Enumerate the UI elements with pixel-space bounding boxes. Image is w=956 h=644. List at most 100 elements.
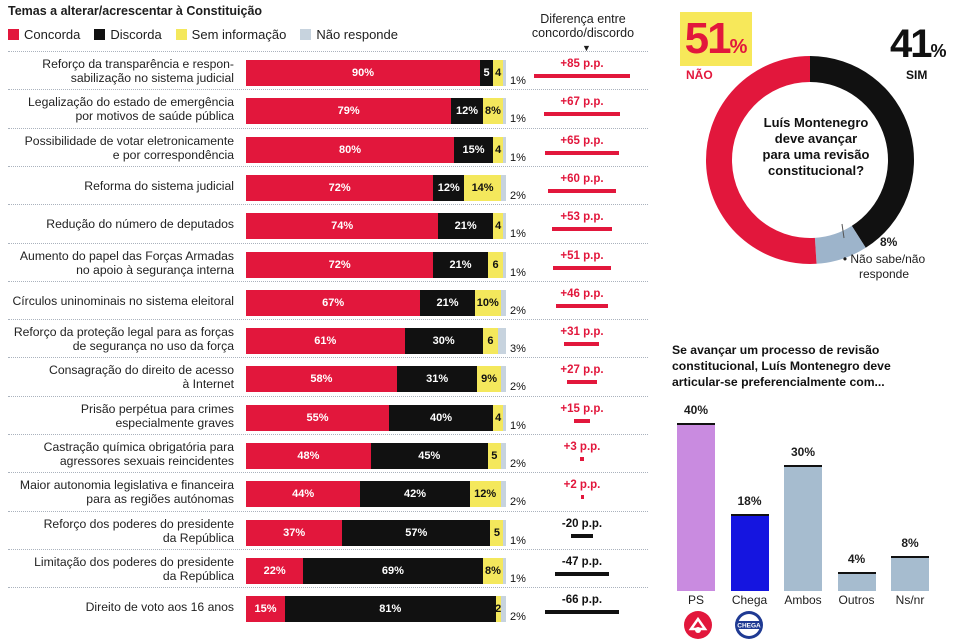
- sim-percentage: 41%: [890, 22, 947, 67]
- bar-segment-nao_responde: [503, 136, 506, 163]
- row-label-line: Círculos uninominais no sistema eleitora…: [12, 293, 234, 308]
- row-label-line: Maior autonomia legislativa e financeira: [19, 478, 234, 493]
- bar-segment-sem_info: 8%: [482, 98, 504, 125]
- row-label-line: especialmente graves: [115, 415, 234, 430]
- bar-segment-sem_info: 4: [493, 60, 504, 86]
- row-label-line: para as regiões autónomas: [86, 492, 234, 507]
- row-label-text: Consagração do direito de acesso à Intern…: [49, 363, 234, 391]
- bar-segment-sem_info: 5: [487, 443, 501, 469]
- bar-value-nao_responde: 1%: [510, 151, 526, 164]
- bar-segment-sem_info: 8%: [482, 557, 504, 584]
- bar-value-nao_responde: 2%: [510, 304, 526, 317]
- sim-label: SIM: [906, 68, 928, 82]
- row-label-line: Reforço dos poderes do presidente: [43, 516, 234, 531]
- nao-sabe-label-line-1: • Não sabe/não: [842, 252, 926, 266]
- sim-value: 41: [890, 22, 932, 66]
- vbar-value-ambos: 30%: [790, 444, 816, 459]
- ps-logo-icon: [684, 611, 712, 639]
- bar-segment-nao_responde: [498, 328, 506, 355]
- sim-pct-sign: %: [930, 41, 947, 61]
- chega-logo-icon: CHEGA: [735, 611, 763, 639]
- diff-bar: [566, 380, 598, 385]
- table-row: Consagração do direito de acesso à Intern…: [8, 357, 648, 396]
- bar-segment-discorda: 40%: [389, 404, 493, 431]
- table-row: Prisão perpétua para crimes especialmente…: [8, 395, 648, 435]
- row-label-line: por motivos de saúde pública: [75, 109, 234, 124]
- vbar-category-chega: Chega: [731, 593, 768, 607]
- table-row: Redução do número de deputados 74% 21% 4 1% +…: [8, 204, 648, 243]
- table-row: Castração química obrigatória para agress…: [8, 434, 648, 473]
- bar-segment-discorda: 30%: [404, 328, 483, 355]
- vbar-category-ps: PS: [687, 593, 704, 607]
- vbar-value-ns-nr: 8%: [901, 535, 919, 550]
- bar-segment-sem_info: 4: [493, 404, 504, 431]
- legend-swatch-nao-responde: [300, 28, 312, 40]
- bar-segment-discorda: 57%: [342, 519, 491, 546]
- row-label: Castração química obrigatória para agress…: [8, 435, 234, 473]
- bar-value-nao_responde: 1%: [510, 113, 526, 126]
- row-label-line: Reforço da transparência e respon-: [42, 57, 234, 71]
- bar-segment-concorda: 15%: [246, 596, 285, 623]
- row-label-line: Possibilidade de votar eletronicamente: [24, 133, 234, 148]
- diff-label: +53 p.p.: [560, 211, 604, 224]
- row-label: Legalização do estado de emergência por m…: [8, 90, 234, 128]
- row-label-line: e por correspondência: [112, 147, 234, 162]
- row-label-line: Limitação dos poderes do presidente: [34, 554, 234, 569]
- row-label-line: à Internet: [182, 377, 235, 392]
- bar-segment-concorda: 48%: [246, 443, 371, 469]
- row-label-line: Reforma do sistema judicial: [84, 178, 234, 193]
- diff-bar: [556, 303, 608, 308]
- bar-segment-sem_info: 4: [493, 213, 504, 240]
- diff-bar: [544, 610, 620, 615]
- table-row: Reforço da proteção legal para as forças…: [8, 319, 648, 358]
- bar-segment-concorda: 44%: [246, 481, 361, 508]
- bar-segment-nao_responde: [500, 481, 506, 508]
- bar-segment-discorda: 42%: [360, 481, 470, 508]
- bar-segment-discorda: 21%: [433, 251, 488, 278]
- vbar-value-ps: 40%: [683, 403, 709, 417]
- row-label: Prisão perpétua para crimes especialmente…: [8, 397, 234, 435]
- bar-segment-concorda: 80%: [246, 136, 454, 163]
- vertical-chart-title: Se avançar um processo de revisão consti…: [672, 342, 932, 390]
- diff-bar: [580, 495, 584, 500]
- bar-segment-concorda: 22%: [246, 557, 304, 584]
- bar-segment-nao_responde: [500, 366, 506, 393]
- bar-value-nao_responde: 1%: [510, 534, 526, 547]
- row-label-line: Prisão perpétua para crimes: [80, 401, 234, 416]
- row-label-text: Círculos uninominais no sistema eleitora…: [12, 294, 234, 308]
- vbar-value-outros: 4%: [847, 552, 866, 567]
- vertical-chart-title-line-1: Se avançar um processo de revisão: [672, 343, 880, 357]
- diff-label: +15 p.p.: [560, 402, 604, 415]
- bar-segment-discorda: 15%: [454, 136, 493, 163]
- row-label: Limitação dos poderes do presidente da Re…: [8, 550, 234, 588]
- row-label-line: Castração química obrigatória para: [43, 440, 234, 454]
- table-row: Círculos uninominais no sistema eleitora…: [8, 280, 648, 320]
- row-label-line: Legalização do estado de emergência: [28, 95, 234, 110]
- vbar-value-chega: 18%: [737, 494, 762, 509]
- table-row: Maior autonomia legislativa e financeira…: [8, 472, 648, 511]
- bar-segment-discorda: 69%: [303, 557, 483, 584]
- vbar-ps: [677, 423, 715, 591]
- row-label-text: Reforma do sistema judicial: [84, 179, 234, 193]
- bar-segment-concorda: 72%: [246, 251, 434, 278]
- bar-segment-discorda: 12%: [451, 98, 483, 125]
- row-label: Reforço da transparência e respon-sabili…: [8, 52, 234, 90]
- row-label-line: da República: [162, 568, 234, 583]
- bar-segment-discorda: 5: [480, 60, 493, 86]
- bar-segment-sem_info: 6: [487, 251, 504, 278]
- bar-segment-nao_responde: [503, 404, 506, 431]
- row-label: Maior autonomia legislativa e financeira…: [8, 473, 234, 511]
- bar-segment-concorda: 58%: [246, 366, 397, 393]
- diff-label: +27 p.p.: [560, 364, 604, 377]
- row-label-line: Redução do número de deputados: [46, 217, 234, 232]
- bar-segment-nao_responde: [500, 174, 506, 201]
- row-label: Direito de voto aos 16 anos: [8, 588, 234, 626]
- bar-segment-nao_responde: [500, 596, 506, 623]
- bar-segment-concorda: 37%: [246, 519, 343, 546]
- diff-header: Diferença entre concordo/discordo: [528, 12, 638, 40]
- row-label-text: Aumento do papel das Forças Armadas no ap…: [20, 249, 234, 277]
- bar-segment-nao_responde: [500, 289, 506, 316]
- bar-segment-concorda: 72%: [246, 174, 434, 201]
- row-label-line: sabilização no sistema judicial: [70, 71, 234, 85]
- table-row: Possibilidade de votar eletronicamente e …: [8, 127, 648, 167]
